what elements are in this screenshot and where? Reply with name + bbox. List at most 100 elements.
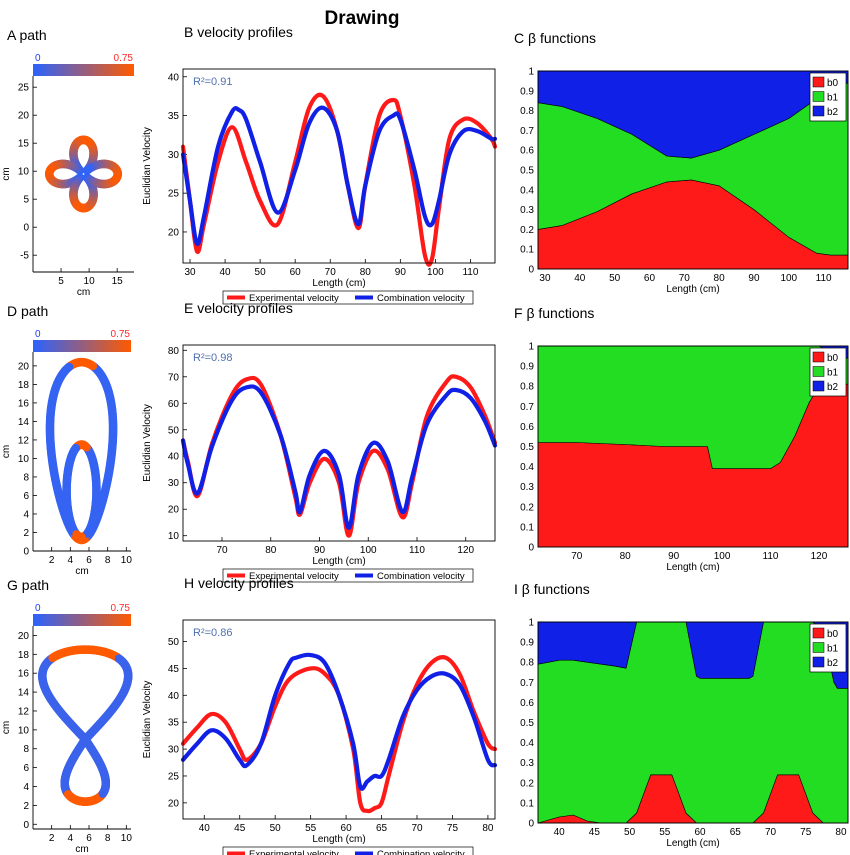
panel-title-i: I β functions <box>514 581 590 597</box>
y-tick-label-g-0: 0 <box>23 820 29 831</box>
x-tick-label-e-0: 70 <box>216 545 228 556</box>
legend-label-b2-f: b2 <box>827 382 839 393</box>
colorbar-max-label-d: 0.75 <box>111 329 131 340</box>
x-tick-label-h-6: 70 <box>411 823 423 834</box>
y-tick-label-i-3: 0.3 <box>520 758 534 769</box>
x-tick-label-g-0: 2 <box>49 833 55 844</box>
y-tick-label-d-3: 6 <box>23 491 29 502</box>
x-tick-label-f-2: 90 <box>668 551 680 562</box>
x-tick-label-i-5: 65 <box>730 827 742 838</box>
x-tick-label-d-1: 4 <box>68 555 74 566</box>
x-tick-label-h-8: 80 <box>482 823 494 834</box>
legend-box-b <box>222 290 474 305</box>
x-tick-label-b-7: 100 <box>427 267 444 278</box>
panel-title-a: A path <box>7 27 47 43</box>
legend-swatch-b1-f <box>812 366 825 377</box>
x-axis-label-g: cm <box>75 844 88 855</box>
figure-title: Drawing <box>325 8 400 29</box>
y-tick-label-g-6: 12 <box>18 706 30 717</box>
x-tick-label-h-2: 50 <box>270 823 282 834</box>
panel-title-d: D path <box>7 303 48 319</box>
y-tick-label-b-4: 40 <box>168 72 180 83</box>
y-tick-label-i-0: 0 <box>528 819 534 830</box>
y-tick-label-a-2: 5 <box>23 195 29 206</box>
y-tick-label-e-0: 10 <box>168 531 180 542</box>
x-tick-label-b-8: 110 <box>462 267 478 278</box>
y-tick-label-a-0: -5 <box>20 251 29 262</box>
y-tick-label-f-2: 0.2 <box>520 502 534 513</box>
x-tick-label-c-0: 30 <box>539 273 551 284</box>
legend-label-b0-c: b0 <box>827 78 839 89</box>
x-tick-label-c-5: 80 <box>714 273 726 284</box>
x-axis-label-i: Length (cm) <box>666 838 719 849</box>
x-tick-label-i-8: 80 <box>835 827 847 838</box>
y-tick-label-b-3: 35 <box>168 111 180 122</box>
y-tick-label-i-8: 0.8 <box>520 658 534 669</box>
trajectory-segment-a-319 <box>82 165 93 175</box>
y-tick-label-c-8: 0.8 <box>520 106 534 117</box>
x-tick-label-f-0: 70 <box>571 551 583 562</box>
y-tick-label-h-6: 50 <box>168 637 180 648</box>
y-tick-label-i-5: 0.5 <box>520 718 534 729</box>
panel-g: G path 2 4 6 8 10 0 2 4 6 8 10 12 14 16 18 20 cm cm 0 0.75 <box>1 577 133 855</box>
y-axis-label-g: cm <box>1 721 12 734</box>
x-tick-label-c-8: 110 <box>816 273 832 284</box>
x-tick-label-e-3: 100 <box>360 545 377 556</box>
panel-title-g: G path <box>7 577 49 593</box>
x-tick-label-b-5: 80 <box>360 267 372 278</box>
y-tick-label-a-5: 20 <box>18 111 30 122</box>
y-tick-label-e-3: 40 <box>168 452 180 463</box>
x-tick-label-h-0: 40 <box>199 823 211 834</box>
y-tick-label-c-9: 0.9 <box>520 86 534 97</box>
y-tick-label-f-9: 0.9 <box>520 362 534 373</box>
y-tick-label-e-2: 30 <box>168 478 180 489</box>
x-tick-label-d-0: 2 <box>49 555 55 566</box>
legend-label-experimental-b: Experimental velocity <box>249 293 339 304</box>
x-axis-label-b: Length (cm) <box>312 278 365 289</box>
y-tick-label-d-2: 4 <box>23 509 29 520</box>
y-tick-label-h-1: 25 <box>168 771 180 782</box>
legend-swatch-b2-f <box>812 380 825 392</box>
y-tick-label-b-0: 20 <box>168 227 180 238</box>
y-tick-label-i-9: 0.9 <box>520 638 534 649</box>
x-tick-label-i-4: 60 <box>694 827 706 838</box>
y-tick-label-e-5: 60 <box>168 399 180 410</box>
y-tick-label-e-7: 80 <box>168 346 180 357</box>
x-tick-label-i-0: 40 <box>554 827 566 838</box>
x-tick-label-h-5: 65 <box>376 823 388 834</box>
legend-label-b1-i: b1 <box>827 644 839 655</box>
plot-frame-c <box>537 70 849 270</box>
x-axis-label-d: cm <box>75 566 88 577</box>
y-tick-label-i-4: 0.4 <box>520 738 534 749</box>
plot-frame-i <box>537 621 849 824</box>
legend-label-experimental-h: Experimental velocity <box>249 849 339 855</box>
panel-b: B velocity profiles 30 40 50 60 70 80 90 100 110 2… <box>142 24 498 305</box>
y-tick-label-h-4: 40 <box>168 691 180 702</box>
colorbar-g <box>33 614 131 626</box>
x-tick-label-g-1: 4 <box>68 833 74 844</box>
y-tick-label-e-4: 50 <box>168 425 180 436</box>
colorbar-min-label-a: 0 <box>35 53 41 64</box>
y-tick-label-d-7: 14 <box>18 417 30 428</box>
legend-label-b1-f: b1 <box>827 368 839 379</box>
y-tick-label-c-1: 0.1 <box>520 245 534 256</box>
y-tick-label-i-2: 0.2 <box>520 778 534 789</box>
x-axis-label-c: Length (cm) <box>666 284 719 295</box>
legend-label-b2-i: b2 <box>827 658 839 669</box>
y-tick-label-c-10: 1 <box>528 67 534 78</box>
y-axis-label-b: Euclidian Velocity <box>142 127 153 205</box>
y-tick-label-g-7: 14 <box>18 688 30 699</box>
x-tick-label-b-2: 50 <box>255 267 267 278</box>
y-tick-label-d-6: 12 <box>18 435 30 446</box>
r2-annotation-b: R²=0.91 <box>193 76 232 88</box>
x-axis-label-a: cm <box>77 287 90 298</box>
x-tick-label-d-2: 6 <box>86 555 92 566</box>
x-tick-label-b-1: 40 <box>220 267 232 278</box>
x-tick-label-a-2: 15 <box>112 276 124 287</box>
panel-title-e: E velocity profiles <box>184 300 293 316</box>
x-tick-label-b-4: 70 <box>325 267 337 278</box>
x-tick-label-b-3: 60 <box>290 267 302 278</box>
y-tick-label-d-8: 16 <box>18 398 30 409</box>
r2-annotation-e: R²=0.98 <box>193 352 232 364</box>
x-tick-label-i-1: 45 <box>589 827 601 838</box>
